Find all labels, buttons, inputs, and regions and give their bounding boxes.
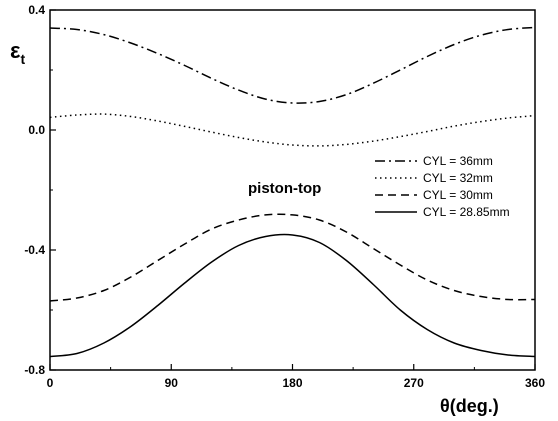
series-line-solid	[49, 233, 536, 358]
x-tick-label: 180	[282, 376, 302, 390]
series-lines	[49, 26, 536, 358]
x-axis-ticks: 0 90 180 270 360	[47, 364, 545, 390]
piston-top-annotation: piston-top	[248, 180, 321, 197]
y-tick-label: 0.4	[28, 3, 45, 17]
legend-label: CYL = 32mm	[423, 171, 493, 185]
legend-label: CYL = 28.85mm	[423, 205, 510, 219]
y-tick-label: -0.8	[24, 363, 45, 377]
x-tick-label: 90	[165, 376, 179, 390]
y-axis-label: εt	[10, 38, 25, 67]
series-line-dotted	[49, 113, 536, 147]
x-axis-label: θ(deg.)	[440, 396, 499, 416]
series-line-dashdot	[49, 26, 536, 104]
x-tick-label: 360	[525, 376, 545, 390]
series-line-dashed	[49, 213, 536, 302]
y-tick-label: 0.0	[28, 123, 45, 137]
legend-label: CYL = 36mm	[423, 154, 493, 168]
y-axis-ticks: 0.4 0.0 -0.4 -0.8	[24, 3, 56, 377]
y-tick-label: -0.4	[24, 243, 45, 257]
legend: CYL = 36mm CYL = 32mm CYL = 30mm CYL = 28.8…	[375, 154, 510, 219]
x-tick-label: 0	[47, 376, 54, 390]
x-tick-label: 270	[404, 376, 424, 390]
legend-label: CYL = 30mm	[423, 188, 493, 202]
